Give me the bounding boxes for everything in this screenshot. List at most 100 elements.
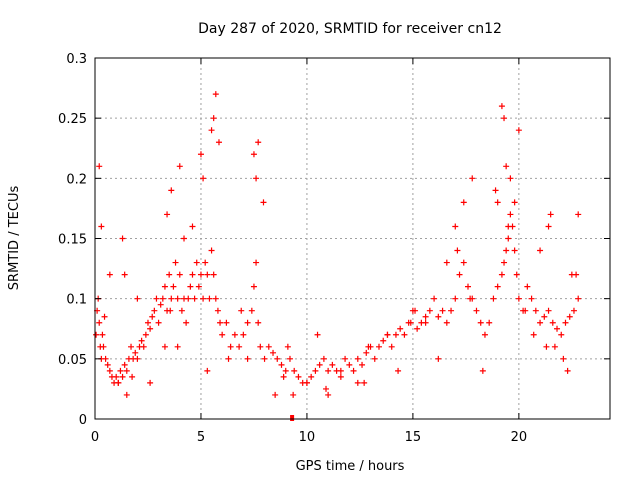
data-point [227,343,234,350]
data-point [149,313,156,320]
data-point [443,259,450,266]
data-point [498,271,505,278]
chart-title: Day 287 of 2020, SRMTID for receiver cn1… [198,21,502,37]
data-point [123,367,130,374]
y-tick-label: 0.05 [58,353,87,368]
data-point [132,349,139,356]
data-point [250,283,257,290]
gridlines [95,58,610,419]
data-point [274,355,281,362]
data-point [208,127,215,134]
data-point [566,313,573,320]
data-point [486,319,493,326]
data-point [282,367,289,374]
data-point [106,367,113,374]
data-point [359,361,366,368]
data-point [560,355,567,362]
data-point [193,259,200,266]
data-point [204,271,211,278]
data-point [505,223,512,230]
data-point [170,283,177,290]
data-point [225,355,232,362]
data-point [206,295,213,302]
data-point [168,187,175,194]
data-point [511,199,518,206]
data-point [375,343,382,350]
data-point [138,337,145,344]
data-point [371,355,378,362]
data-point [119,235,126,242]
data-point [223,319,230,326]
data-point [380,337,387,344]
data-point [284,343,291,350]
data-point [106,271,113,278]
data-point [208,247,215,254]
data-point [210,271,217,278]
data-point [255,319,262,326]
data-point [265,343,272,350]
data-point [257,343,264,350]
data-point [452,223,459,230]
data-point [128,343,135,350]
data-point [562,319,569,326]
data-point [151,307,158,314]
data-point [545,307,552,314]
data-point [167,307,174,314]
data-point [350,367,357,374]
data-point [161,343,168,350]
data-point [164,211,171,218]
data-point [215,139,222,146]
data-point [329,361,336,368]
data-point [558,331,565,338]
data-point [174,295,181,302]
data-point [99,331,106,338]
data-point [443,319,450,326]
data-point [202,259,209,266]
data-point [140,343,147,350]
data-point [477,319,484,326]
data-point [337,367,344,374]
axis-marker [290,415,295,421]
data-point [515,127,522,134]
data-point [290,391,297,398]
data-point [573,271,580,278]
data-point [397,325,404,332]
data-point [217,319,224,326]
data-point [490,295,497,302]
data-point [401,331,408,338]
data-point [159,295,166,302]
data-point [157,301,164,308]
data-point [172,259,179,266]
data-point [513,271,520,278]
data-point [176,163,183,170]
data-point [325,367,332,374]
data-point [121,271,128,278]
data-point [191,295,198,302]
data-point [361,379,368,386]
data-point [280,373,287,380]
plot-area-border [94,57,611,420]
data-point [278,361,285,368]
data-point [460,199,467,206]
x-tick-label: 15 [405,430,422,445]
data-point [388,343,395,350]
data-point [200,175,207,182]
data-point [197,271,204,278]
data-point [144,319,151,326]
data-point [291,367,298,374]
data-point [575,211,582,218]
data-point [342,355,349,362]
data-point [100,343,107,350]
data-point [320,355,327,362]
data-point [363,349,370,356]
data-point [178,307,185,314]
data-point [115,379,122,386]
data-point [465,283,472,290]
data-point [448,307,455,314]
data-point [210,115,217,122]
data-point [102,355,109,362]
data-point [554,325,561,332]
data-point [195,283,202,290]
data-point [354,379,361,386]
data-point [316,361,323,368]
